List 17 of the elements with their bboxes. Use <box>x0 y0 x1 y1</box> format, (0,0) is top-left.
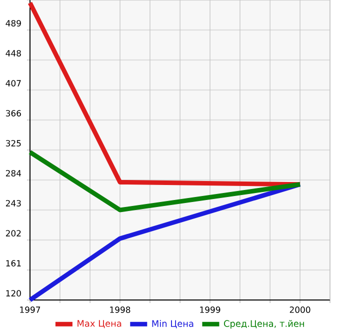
legend-label: Max Цена <box>78 320 122 328</box>
y-tick-label: 489 <box>6 20 21 26</box>
y-tick-label: 407 <box>6 80 21 86</box>
y-tick-label: 284 <box>6 170 22 176</box>
x-tick-label: 1999 <box>200 306 220 313</box>
legend-label: Сред.Цена, т.йен <box>224 320 304 329</box>
y-tick-label: 161 <box>6 260 21 266</box>
y-tick-label: 448 <box>6 50 21 56</box>
x-tick-label: 1997 <box>20 306 40 313</box>
x-tick-label: 2000 <box>290 306 310 313</box>
x-tick-label: 1998 <box>110 306 130 313</box>
y-tick-label: 243 <box>6 200 21 206</box>
legend-label: Min Цена <box>152 320 194 328</box>
y-tick-label: 325 <box>6 140 21 146</box>
y-tick-label: 366 <box>6 110 21 116</box>
y-tick-label: 120 <box>6 290 21 296</box>
y-tick-label: 202 <box>6 230 21 236</box>
